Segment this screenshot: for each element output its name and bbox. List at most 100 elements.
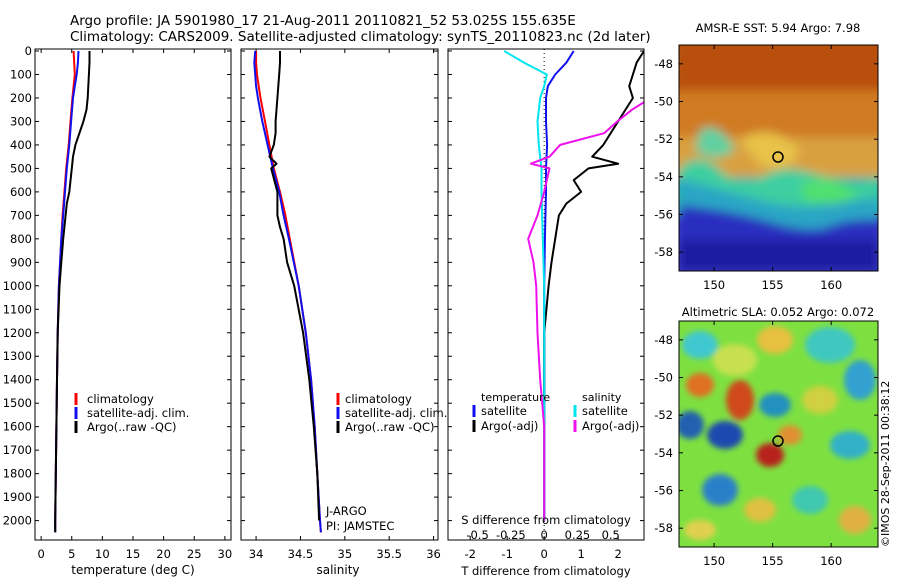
- salinity-x-tick-label: 35: [338, 547, 353, 561]
- salinity-x-tick-label: 34.5: [288, 547, 314, 561]
- map-lat-tick-label: -58: [654, 521, 673, 535]
- sla-map-title: Altimetric SLA: 0.052 Argo: 0.072: [682, 305, 874, 319]
- sla-map: Altimetric SLA: 0.052 Argo: 0.072: [654, 305, 879, 568]
- sst-map: AMSR-E SST: 5.94 Argo: 7.98 -48 -50 -52 -54…: [654, 21, 879, 292]
- s-difference-xlabel: S difference from climatology: [461, 513, 631, 527]
- temperature-x-tick-label: 30: [218, 547, 233, 561]
- depth-tick-label: 1200: [3, 326, 32, 340]
- salinity-legend: climatology satellite-adj. clim. Argo(..…: [336, 392, 447, 434]
- sst-map-frame: [678, 44, 879, 272]
- series-line-argo-raw-qc: [268, 51, 321, 521]
- difference-t-x-tick-label: -1: [501, 547, 512, 561]
- difference-s-x-tick-label: -0.25: [496, 528, 526, 542]
- series-line-temperature-argo-adj: [543, 50, 644, 521]
- depth-tick-label: 0: [25, 44, 32, 58]
- map-lat-tick-label: -52: [654, 132, 673, 146]
- legend-label-s-satellite: satellite: [582, 404, 628, 418]
- depth-tick-label: 1700: [3, 443, 32, 457]
- sst-map-axis-layer: -48 -50 -52 -54 -56 -58 150 155 160: [654, 45, 878, 292]
- sla-map-frame: [678, 320, 879, 548]
- temperature-frame: [34, 48, 232, 541]
- depth-tick-label: 500: [10, 161, 32, 175]
- map-lon-tick-label: 150: [703, 278, 725, 292]
- difference-t-x-tick-label: -2: [464, 547, 475, 561]
- argo-location-marker: [772, 435, 784, 447]
- legend-label-satellite: satellite-adj. clim.: [345, 406, 447, 420]
- map-lat-tick-label: -58: [654, 245, 673, 259]
- figure-title: Argo profile: JA 5901980_17 21-Aug-2011 …: [70, 13, 576, 29]
- argo-location-marker: [772, 151, 784, 163]
- legend-label-t-argo: Argo(-adj): [481, 419, 538, 433]
- map-lat-tick-label: -54: [654, 446, 673, 460]
- series-line-satellite-adj-clim: [253, 50, 322, 533]
- map-lat-tick-label: -48: [654, 333, 673, 347]
- salinity-panel: 34 34.5 35 35.5 36 salinity climatology sate…: [240, 48, 447, 577]
- pi-label: PI: JAMSTEC: [326, 519, 394, 533]
- depth-tick-label: 1900: [3, 490, 32, 504]
- temperature-axis-layer: 0100200300400500600700800900100011001200…: [3, 44, 232, 561]
- depth-tick-label: 1300: [3, 349, 32, 363]
- difference-t-x-tick-label: 1: [577, 547, 584, 561]
- temperature-x-tick-label: 20: [156, 547, 171, 561]
- map-lat-tick-label: -56: [654, 484, 673, 498]
- legend-label-t-satellite: satellite: [481, 404, 527, 418]
- salinity-xlabel: salinity: [316, 563, 359, 577]
- salinity-axis-layer: 34 34.5 35 35.5 36: [241, 49, 441, 561]
- depth-tick-label: 1400: [3, 373, 32, 387]
- depth-tick-label: 1000: [3, 279, 32, 293]
- map-lat-tick-label: -50: [654, 95, 673, 109]
- temperature-xlabel: temperature (deg C): [71, 563, 194, 577]
- temperature-x-tick-label: 25: [187, 547, 202, 561]
- temperature-x-tick-label: 15: [126, 547, 141, 561]
- temperature-legend: climatology satellite-adj. clim. Argo(..…: [74, 392, 189, 434]
- map-lon-tick-label: 150: [703, 554, 725, 568]
- difference-axis-layer: -2 -1 0 1 2 -0.5 -0.25 0 0.25 0.5: [448, 50, 644, 561]
- map-lon-tick-label: 155: [762, 278, 784, 292]
- difference-s-x-tick-label: 0.5: [602, 528, 620, 542]
- map-lat-tick-label: -56: [654, 208, 673, 222]
- sst-map-title: AMSR-E SST: 5.94 Argo: 7.98: [696, 21, 861, 35]
- sst-field: [679, 45, 878, 271]
- depth-tick-label: 200: [10, 91, 32, 105]
- series-line-climatology: [255, 51, 322, 533]
- sla-field: [679, 321, 878, 547]
- temperature-x-tick-label: 0: [37, 547, 44, 561]
- legend-label-argo: Argo(..raw -QC): [87, 420, 177, 434]
- depth-tick-label: 1100: [3, 302, 32, 316]
- legend-title-temperature: temperature: [481, 391, 550, 404]
- program-label: J-ARGO: [325, 504, 367, 518]
- legend-label-climatology: climatology: [345, 392, 412, 406]
- difference-s-x-tick-label: -0.5: [466, 528, 488, 542]
- salinity-frame: [240, 48, 439, 541]
- depth-tick-label: 900: [10, 255, 32, 269]
- difference-panel: -2 -1 0 1 2 -0.5 -0.25 0 0.25 0.5 S difference fr…: [447, 48, 645, 578]
- difference-s-x-tick-label: 0: [540, 528, 547, 542]
- map-lat-tick-label: -52: [654, 408, 673, 422]
- depth-tick-label: 300: [10, 114, 32, 128]
- series-line-salinity-satellite: [503, 50, 548, 521]
- salinity-x-tick-label: 34: [249, 547, 264, 561]
- depth-tick-label: 1500: [3, 396, 32, 410]
- depth-tick-label: 1600: [3, 420, 32, 434]
- depth-tick-label: 700: [10, 208, 32, 222]
- depth-tick-label: 600: [10, 185, 32, 199]
- temperature-x-tick-label: 5: [68, 547, 75, 561]
- t-difference-xlabel: T difference from climatology: [460, 564, 631, 578]
- difference-t-x-tick-label: 2: [614, 547, 621, 561]
- legend-label-satellite: satellite-adj. clim.: [87, 406, 189, 420]
- map-lon-tick-label: 160: [820, 278, 842, 292]
- legend-label-argo: Argo(..raw -QC): [345, 420, 435, 434]
- legend-title-salinity: salinity: [582, 391, 622, 404]
- series-line-salinity-argo-adj: [527, 101, 644, 521]
- series-line-argo-raw-qc: [54, 51, 91, 533]
- difference-s-x-tick-label: 0.25: [565, 528, 591, 542]
- map-lat-tick-label: -48: [654, 57, 673, 71]
- salinity-x-tick-label: 36: [426, 547, 441, 561]
- map-lat-tick-label: -54: [654, 170, 673, 184]
- sla-map-axis-layer: -48 -50 -52 -54 -56 -58 150 155 160: [654, 321, 878, 568]
- difference-frame: [447, 48, 645, 541]
- map-lat-tick-label: -50: [654, 371, 673, 385]
- legend-label-s-argo: Argo(-adj): [582, 419, 639, 433]
- depth-tick-label: 2000: [3, 514, 32, 528]
